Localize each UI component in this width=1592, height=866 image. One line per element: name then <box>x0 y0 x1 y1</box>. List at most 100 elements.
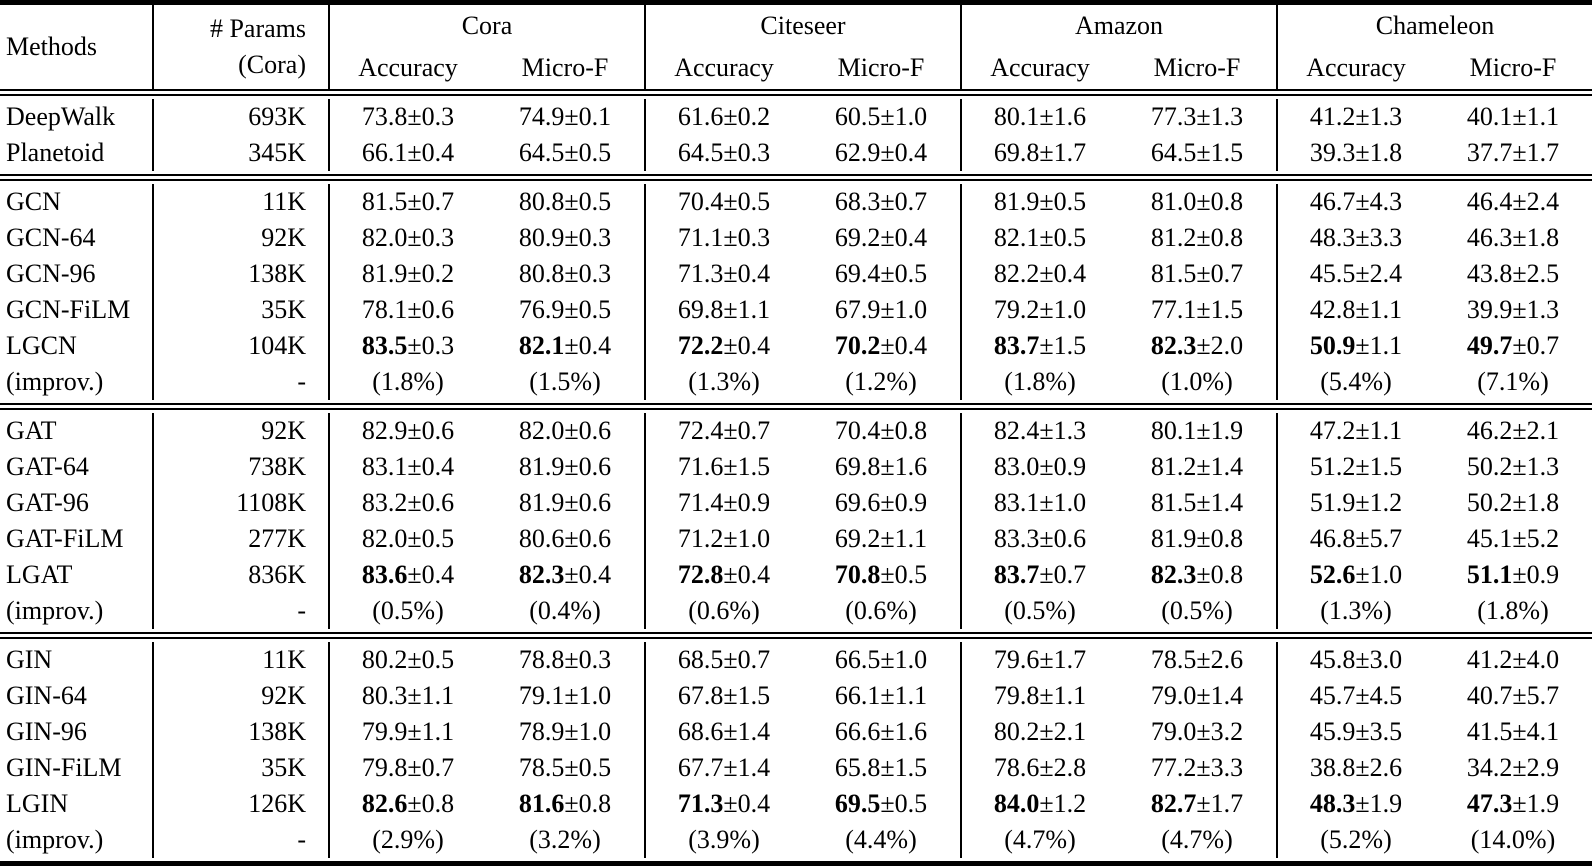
params-cell: 11K <box>152 184 328 220</box>
value-cell: (0.6%) <box>644 593 802 629</box>
value-cell: 52.6±1.0 <box>1276 557 1434 593</box>
params-cell: 138K <box>152 256 328 292</box>
value-cell: 71.1±0.3 <box>644 220 802 256</box>
value-cell: 69.8±1.1 <box>644 292 802 328</box>
method-cell: GAT-FiLM <box>6 524 124 553</box>
value-cell: 78.9±1.0 <box>518 717 612 746</box>
method-cell: DeepWalk <box>6 102 116 131</box>
table-row: GIN-FiLM 35K 79.8±0.7 78.5±0.5 67.7±1.4 65.8±… <box>0 750 1592 786</box>
value-cell: 83.6±0.4 <box>328 557 486 593</box>
params-cell: 1108K <box>152 485 328 521</box>
method-cell: (improv.) <box>6 596 104 625</box>
value-cell: 46.2±2.1 <box>1466 416 1560 445</box>
value-cell: 45.9±3.5 <box>1276 714 1434 750</box>
value-cell: 69.4±0.5 <box>834 259 928 288</box>
value-cell: 66.6±1.6 <box>834 717 928 746</box>
value-cell: (4.7%) <box>960 822 1118 858</box>
value-cell: 82.3±0.8 <box>1150 560 1244 589</box>
value-cell: 78.5±0.5 <box>518 753 612 782</box>
value-cell: 46.3±1.8 <box>1466 223 1560 252</box>
value-cell: 71.2±1.0 <box>644 521 802 557</box>
method-cell: GCN-96 <box>6 259 96 288</box>
value-cell: 82.9±0.6 <box>328 413 486 449</box>
value-cell: (0.4%) <box>529 596 601 625</box>
value-cell: 60.5±1.0 <box>834 102 928 131</box>
value-cell: 78.1±0.6 <box>328 292 486 328</box>
value-cell: 50.2±1.8 <box>1466 488 1560 517</box>
value-cell: 69.8±1.7 <box>960 135 1118 171</box>
header-sub-cora-accuracy: Accuracy <box>328 47 486 89</box>
value-cell: 69.8±1.6 <box>834 452 928 481</box>
value-cell: 76.9±0.5 <box>518 295 612 324</box>
table-row: GAT-FiLM 277K 82.0±0.5 80.6±0.6 71.2±1.0 69.2… <box>0 521 1592 557</box>
value-cell: 83.7±1.5 <box>960 328 1118 364</box>
method-cell: GIN-64 <box>6 681 87 710</box>
method-cell: GCN <box>6 187 61 216</box>
table-row: GCN-FiLM 35K 78.1±0.6 76.9±0.5 69.8±1.1 67.9±… <box>0 292 1592 328</box>
value-cell: 81.9±0.6 <box>518 452 612 481</box>
value-cell: 81.9±0.5 <box>960 184 1118 220</box>
method-cell: GIN <box>6 645 53 674</box>
value-cell: 79.8±0.7 <box>328 750 486 786</box>
value-cell: 39.3±1.8 <box>1276 135 1434 171</box>
method-cell: Planetoid <box>6 138 105 167</box>
value-cell: (7.1%) <box>1477 367 1549 396</box>
value-cell: 66.1±0.4 <box>328 135 486 171</box>
params-cell: 138K <box>152 714 328 750</box>
table-section: DeepWalk 693K 73.8±0.3 74.9±0.1 61.6±0.2 60.5… <box>0 96 1592 174</box>
method-cell: GAT-64 <box>6 452 89 481</box>
value-cell: 70.4±0.5 <box>644 184 802 220</box>
header-sub-citeseer-accuracy: Accuracy <box>644 47 802 89</box>
value-cell: 62.9±0.4 <box>834 138 928 167</box>
value-cell: 66.1±1.1 <box>834 681 928 710</box>
value-cell: 51.9±1.2 <box>1276 485 1434 521</box>
method-cell: LGIN <box>6 789 69 818</box>
method-cell: GAT-96 <box>6 488 89 517</box>
method-cell: GIN-96 <box>6 717 87 746</box>
params-cell: - <box>152 364 328 400</box>
value-cell: 51.2±1.5 <box>1276 449 1434 485</box>
value-cell: 82.6±0.8 <box>328 786 486 822</box>
value-cell: 34.2±2.9 <box>1466 753 1560 782</box>
table-row: Planetoid 345K 66.1±0.4 64.5±0.5 64.5±0.3 62.… <box>0 135 1592 171</box>
value-cell: 77.3±1.3 <box>1150 102 1244 131</box>
value-cell: 80.3±1.1 <box>328 678 486 714</box>
params-cell: 104K <box>152 328 328 364</box>
value-cell: 78.8±0.3 <box>518 645 612 674</box>
value-cell: 71.4±0.9 <box>644 485 802 521</box>
value-cell: (0.5%) <box>960 593 1118 629</box>
table-section: GCN 11K 81.5±0.7 80.8±0.5 70.4±0.5 68.3±0.7 81… <box>0 181 1592 403</box>
value-cell: 72.2±0.4 <box>644 328 802 364</box>
table-section: GAT 92K 82.9±0.6 82.0±0.6 72.4±0.7 70.4±0.8 82… <box>0 410 1592 632</box>
table-row: GIN 11K 80.2±0.5 78.8±0.3 68.5±0.7 66.5±1.0 79… <box>0 642 1592 678</box>
value-cell: (5.4%) <box>1276 364 1434 400</box>
value-cell: 82.7±1.7 <box>1150 789 1244 818</box>
value-cell: (14.0%) <box>1470 825 1556 854</box>
value-cell: 82.4±1.3 <box>960 413 1118 449</box>
value-cell: 80.1±1.6 <box>960 99 1118 135</box>
value-cell: 50.9±1.1 <box>1276 328 1434 364</box>
section-separator <box>0 403 1592 410</box>
value-cell: 72.4±0.7 <box>644 413 802 449</box>
header-group-chameleon: Chameleon <box>1276 5 1592 47</box>
value-cell: 71.3±0.4 <box>644 786 802 822</box>
value-cell: 82.1±0.5 <box>960 220 1118 256</box>
value-cell: 83.0±0.9 <box>960 449 1118 485</box>
value-cell: 41.2±4.0 <box>1466 645 1560 674</box>
section-separator <box>0 632 1592 639</box>
table-row: (improv.) - (2.9%) (3.2%) (3.9%) (4.4%) (4.7%)… <box>0 822 1592 858</box>
header-params: # Params (Cora) <box>152 5 328 89</box>
value-cell: 81.2±1.4 <box>1150 452 1244 481</box>
params-cell: 738K <box>152 449 328 485</box>
value-cell: 70.4±0.8 <box>834 416 928 445</box>
params-cell: 11K <box>152 642 328 678</box>
table-row: (improv.) - (0.5%) (0.4%) (0.6%) (0.6%) (0.5%)… <box>0 593 1592 629</box>
value-cell: (1.8%) <box>328 364 486 400</box>
value-cell: 82.1±0.4 <box>518 331 612 360</box>
value-cell: 45.8±3.0 <box>1276 642 1434 678</box>
value-cell: (5.2%) <box>1276 822 1434 858</box>
table-row: GIN-64 92K 80.3±1.1 79.1±1.0 67.8±1.5 66.1±1.… <box>0 678 1592 714</box>
value-cell: 79.2±1.0 <box>960 292 1118 328</box>
value-cell: (1.3%) <box>1276 593 1434 629</box>
